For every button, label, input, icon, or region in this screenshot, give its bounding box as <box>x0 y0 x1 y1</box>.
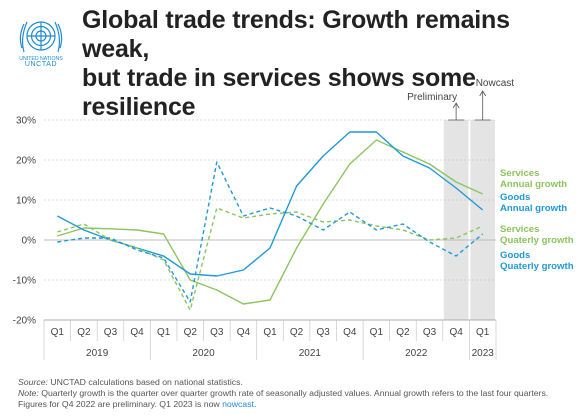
footer-notes: Source: UNCTAD calculations based on nat… <box>18 377 578 410</box>
legend-label: Services <box>500 168 539 179</box>
x-tick-label: Q2 <box>290 327 304 338</box>
y-tick-label: 10% <box>16 196 36 207</box>
y-tick-label: -10% <box>13 276 36 287</box>
preliminary-label: Preliminary <box>407 92 457 103</box>
legend-label: Annual growth <box>500 203 567 214</box>
year-label: 2019 <box>86 348 109 359</box>
x-tick-label: Q4 <box>237 327 251 338</box>
x-tick-label: Q4 <box>449 327 463 338</box>
note-label: Note: <box>18 388 39 398</box>
legend-label: Quaterly growth <box>500 261 574 272</box>
y-tick-label: 0% <box>22 236 37 247</box>
x-tick-label: Q2 <box>77 327 91 338</box>
un-emblem-icon <box>19 21 63 53</box>
series-line <box>57 139 483 305</box>
nowcast-label: Nowcast <box>476 78 515 89</box>
legend-label: Goods <box>500 250 530 261</box>
x-tick-label: Q1 <box>370 327 384 338</box>
org-line1: UNITED NATIONS <box>19 56 63 62</box>
x-tick-label: Q1 <box>51 327 65 338</box>
year-label: 2020 <box>192 348 215 359</box>
x-tick-label: Q1 <box>263 327 277 338</box>
series-line <box>57 207 483 311</box>
nowcast-arrow-head <box>479 90 487 97</box>
x-tick-label: Q3 <box>317 327 331 338</box>
note-text: Quarterly growth is the quarter over qua… <box>18 388 549 409</box>
x-tick-label: Q3 <box>104 327 118 338</box>
trade-chart: 30% 20% 10% 0% -10% -20% Q1 Q2 Q3 Q4 Q1 Q2 Q3 Q4 Q1 Q2 Q… <box>13 78 574 360</box>
preliminary-arrow-head <box>452 102 460 109</box>
title-line-2: but trade in services shows some resilie… <box>82 64 476 121</box>
title-line-1: Global trade trends: Growth remains weak… <box>82 6 510 63</box>
year-label: 2021 <box>299 348 322 359</box>
preliminary-shade <box>443 120 469 320</box>
org-name: UNITED NATIONS UNCTAD <box>6 56 76 68</box>
nowcast-link[interactable]: nowcast <box>222 399 254 409</box>
source-label: Source: <box>18 377 48 387</box>
year-label: 2022 <box>405 348 428 359</box>
page-title: Global trade trends: Growth remains weak… <box>82 6 572 122</box>
legend-label: Services <box>500 224 539 235</box>
x-tick-label: Q4 <box>130 327 144 338</box>
source-text: UNCTAD calculations based on national st… <box>50 377 243 387</box>
legend-label: Annual growth <box>500 179 567 190</box>
x-tick-label: Q1 <box>157 327 171 338</box>
series-line <box>57 161 484 303</box>
org-line2: UNCTAD <box>24 61 58 68</box>
y-tick-label: -20% <box>13 316 36 327</box>
note-text-block: Note: Quarterly growth is the quarter ov… <box>18 388 578 410</box>
legend-label: Goods <box>500 192 530 203</box>
y-tick-label: 20% <box>16 156 36 167</box>
x-tick-label: Q1 <box>476 327 490 338</box>
year-label: 2023 <box>472 348 495 359</box>
x-tick-label: Q3 <box>423 327 437 338</box>
x-tick-label: Q4 <box>343 327 357 338</box>
series-line <box>56 131 484 277</box>
x-tick-label: Q2 <box>396 327 410 338</box>
y-tick-label: 30% <box>16 116 36 127</box>
note-end: . <box>253 399 257 409</box>
nowcast-shade <box>470 120 495 320</box>
source-note: Source: UNCTAD calculations based on nat… <box>18 377 578 388</box>
x-tick-label: Q2 <box>184 327 198 338</box>
legend-label: Quaterly growth <box>500 235 574 246</box>
x-tick-label: Q3 <box>210 327 224 338</box>
